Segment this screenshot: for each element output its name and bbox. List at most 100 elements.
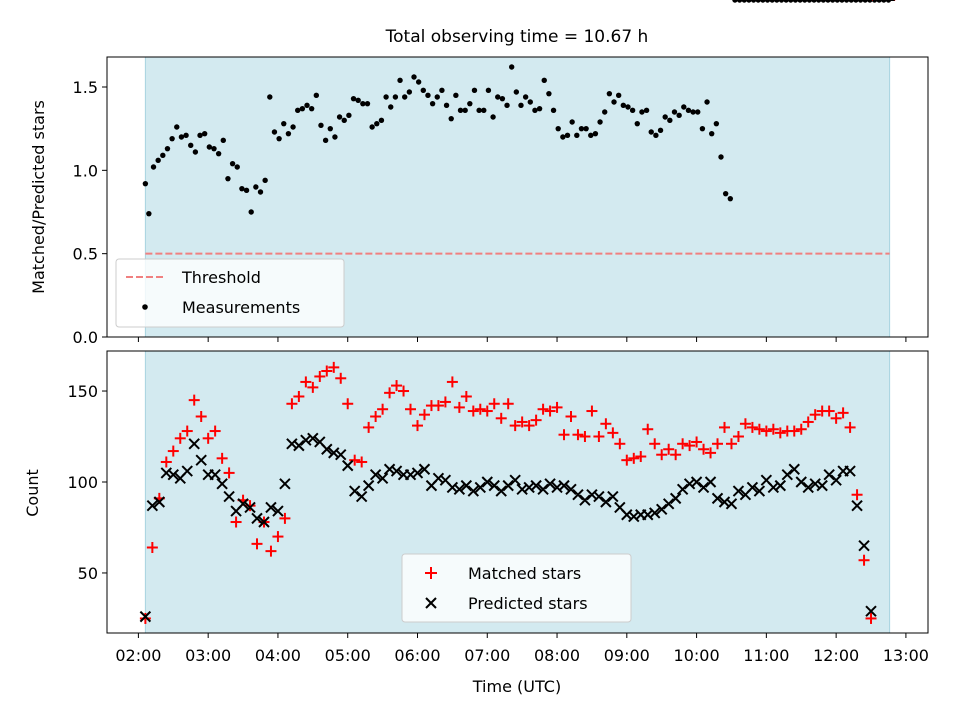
measurement-point [802,0,808,3]
matched-star-point [384,387,396,399]
measurement-point [425,92,431,99]
y-tick-label: 1.0 [73,161,98,180]
predicted-star-point [802,481,814,494]
measurement-point [457,107,464,114]
x-tick-label: 05:00 [325,646,371,665]
x-tick-label: 09:00 [604,646,650,665]
measurement-point [239,185,245,192]
measurement-point [369,124,375,130]
measurement-point [346,112,352,119]
predicted-star-point [188,438,200,450]
measurement-point [378,117,385,124]
matched-star-point [523,420,535,432]
measurement-point [499,95,506,102]
measurement-point [192,149,199,155]
matched-star-point [516,416,528,428]
measurement-point [453,92,459,99]
bottom-legend: Matched stars Predicted stars [401,553,632,623]
predicted-star-point [823,469,835,481]
predicted-star-point [509,474,521,486]
bottom-y-axis-label: Count [23,469,42,517]
measurement-point [336,114,343,120]
measurement-point [197,132,203,139]
measurement-point [727,195,734,202]
measurement-point [806,0,813,3]
bottom-x-ticks: 02:00 03:00 04:00 05:00 06:00 07:00 08:00 09:00… [115,633,929,665]
matched-star-point [314,370,326,382]
matched-star-point [474,403,486,415]
predicted-star-point [558,479,570,492]
legend-measurements-swatch [142,304,148,310]
measurement-point [555,125,561,132]
legend-threshold-label: Threshold [181,268,261,287]
predicted-stars-points [139,0,895,623]
measurement-point [648,129,654,135]
measurement-point [308,105,315,112]
predicted-star-point [160,467,173,479]
predicted-star-point [383,463,396,475]
predicted-star-point [460,479,473,492]
matched-star-point [293,390,305,402]
matched-star-point [481,405,493,417]
y-tick-label: 50 [78,564,98,583]
predicted-star-point [767,481,780,494]
measurement-point [774,0,780,3]
matched-star-point [642,423,654,435]
measurement-point [536,105,543,112]
predicted-star-point [209,469,221,481]
legend-predicted-swatch [425,597,437,609]
measurement-point [146,210,152,217]
matched-star-point [139,612,151,624]
measurement-point [746,0,752,3]
measurement-point [634,120,640,127]
measurement-point [341,117,347,124]
predicted-star-point [307,432,319,445]
measurement-point [406,89,413,95]
matched-star-point [188,394,200,406]
measurement-point [257,189,264,195]
matched-star-point [502,398,514,410]
matched-star-point [272,531,284,543]
matched-star-point [174,432,186,444]
measurement-point [857,0,864,3]
predicted-star-point [335,448,347,461]
matched-star-point [705,447,717,459]
predicted-star-point [642,509,654,521]
matched-star-point [286,398,298,410]
measurement-point [676,112,682,119]
measurement-point [839,0,845,3]
matched-star-point [307,381,319,393]
measurement-point [769,0,775,3]
bottom-y-ticks: 50 100 150 [67,382,107,583]
measurement-point [434,94,440,100]
measurement-point [541,77,547,84]
matched-star-point [851,489,863,501]
measurement-point [318,122,324,129]
measurement-point [504,102,510,109]
predicted-star-point [865,605,877,617]
top-subplot: 0.0 0.5 1.0 1.5 Total observing time = 10.6… [29,0,929,347]
matched-star-point [495,412,507,424]
predicted-star-point [481,476,493,488]
matched-star-point [565,410,577,422]
measurement-point [383,94,389,100]
matched-star-point [767,423,779,435]
measurement-point [388,104,394,110]
matched-star-point [398,385,410,397]
predicted-star-point [774,479,787,492]
predicted-star-point [286,438,298,450]
predicted-star-point [432,472,445,485]
predicted-star-point [355,490,368,503]
measurement-point [490,114,496,120]
measurement-point [588,132,594,139]
matched-star-point [405,403,417,415]
measurement-point [155,157,161,164]
measurement-point [290,124,296,130]
matched-star-point [732,431,744,443]
predicted-star-point [795,476,807,488]
predicted-star-point [474,481,486,494]
matched-star-point [746,421,758,433]
predicted-star-point [711,492,724,505]
y-tick-label: 0.5 [73,245,98,264]
measurement-point [248,209,254,215]
